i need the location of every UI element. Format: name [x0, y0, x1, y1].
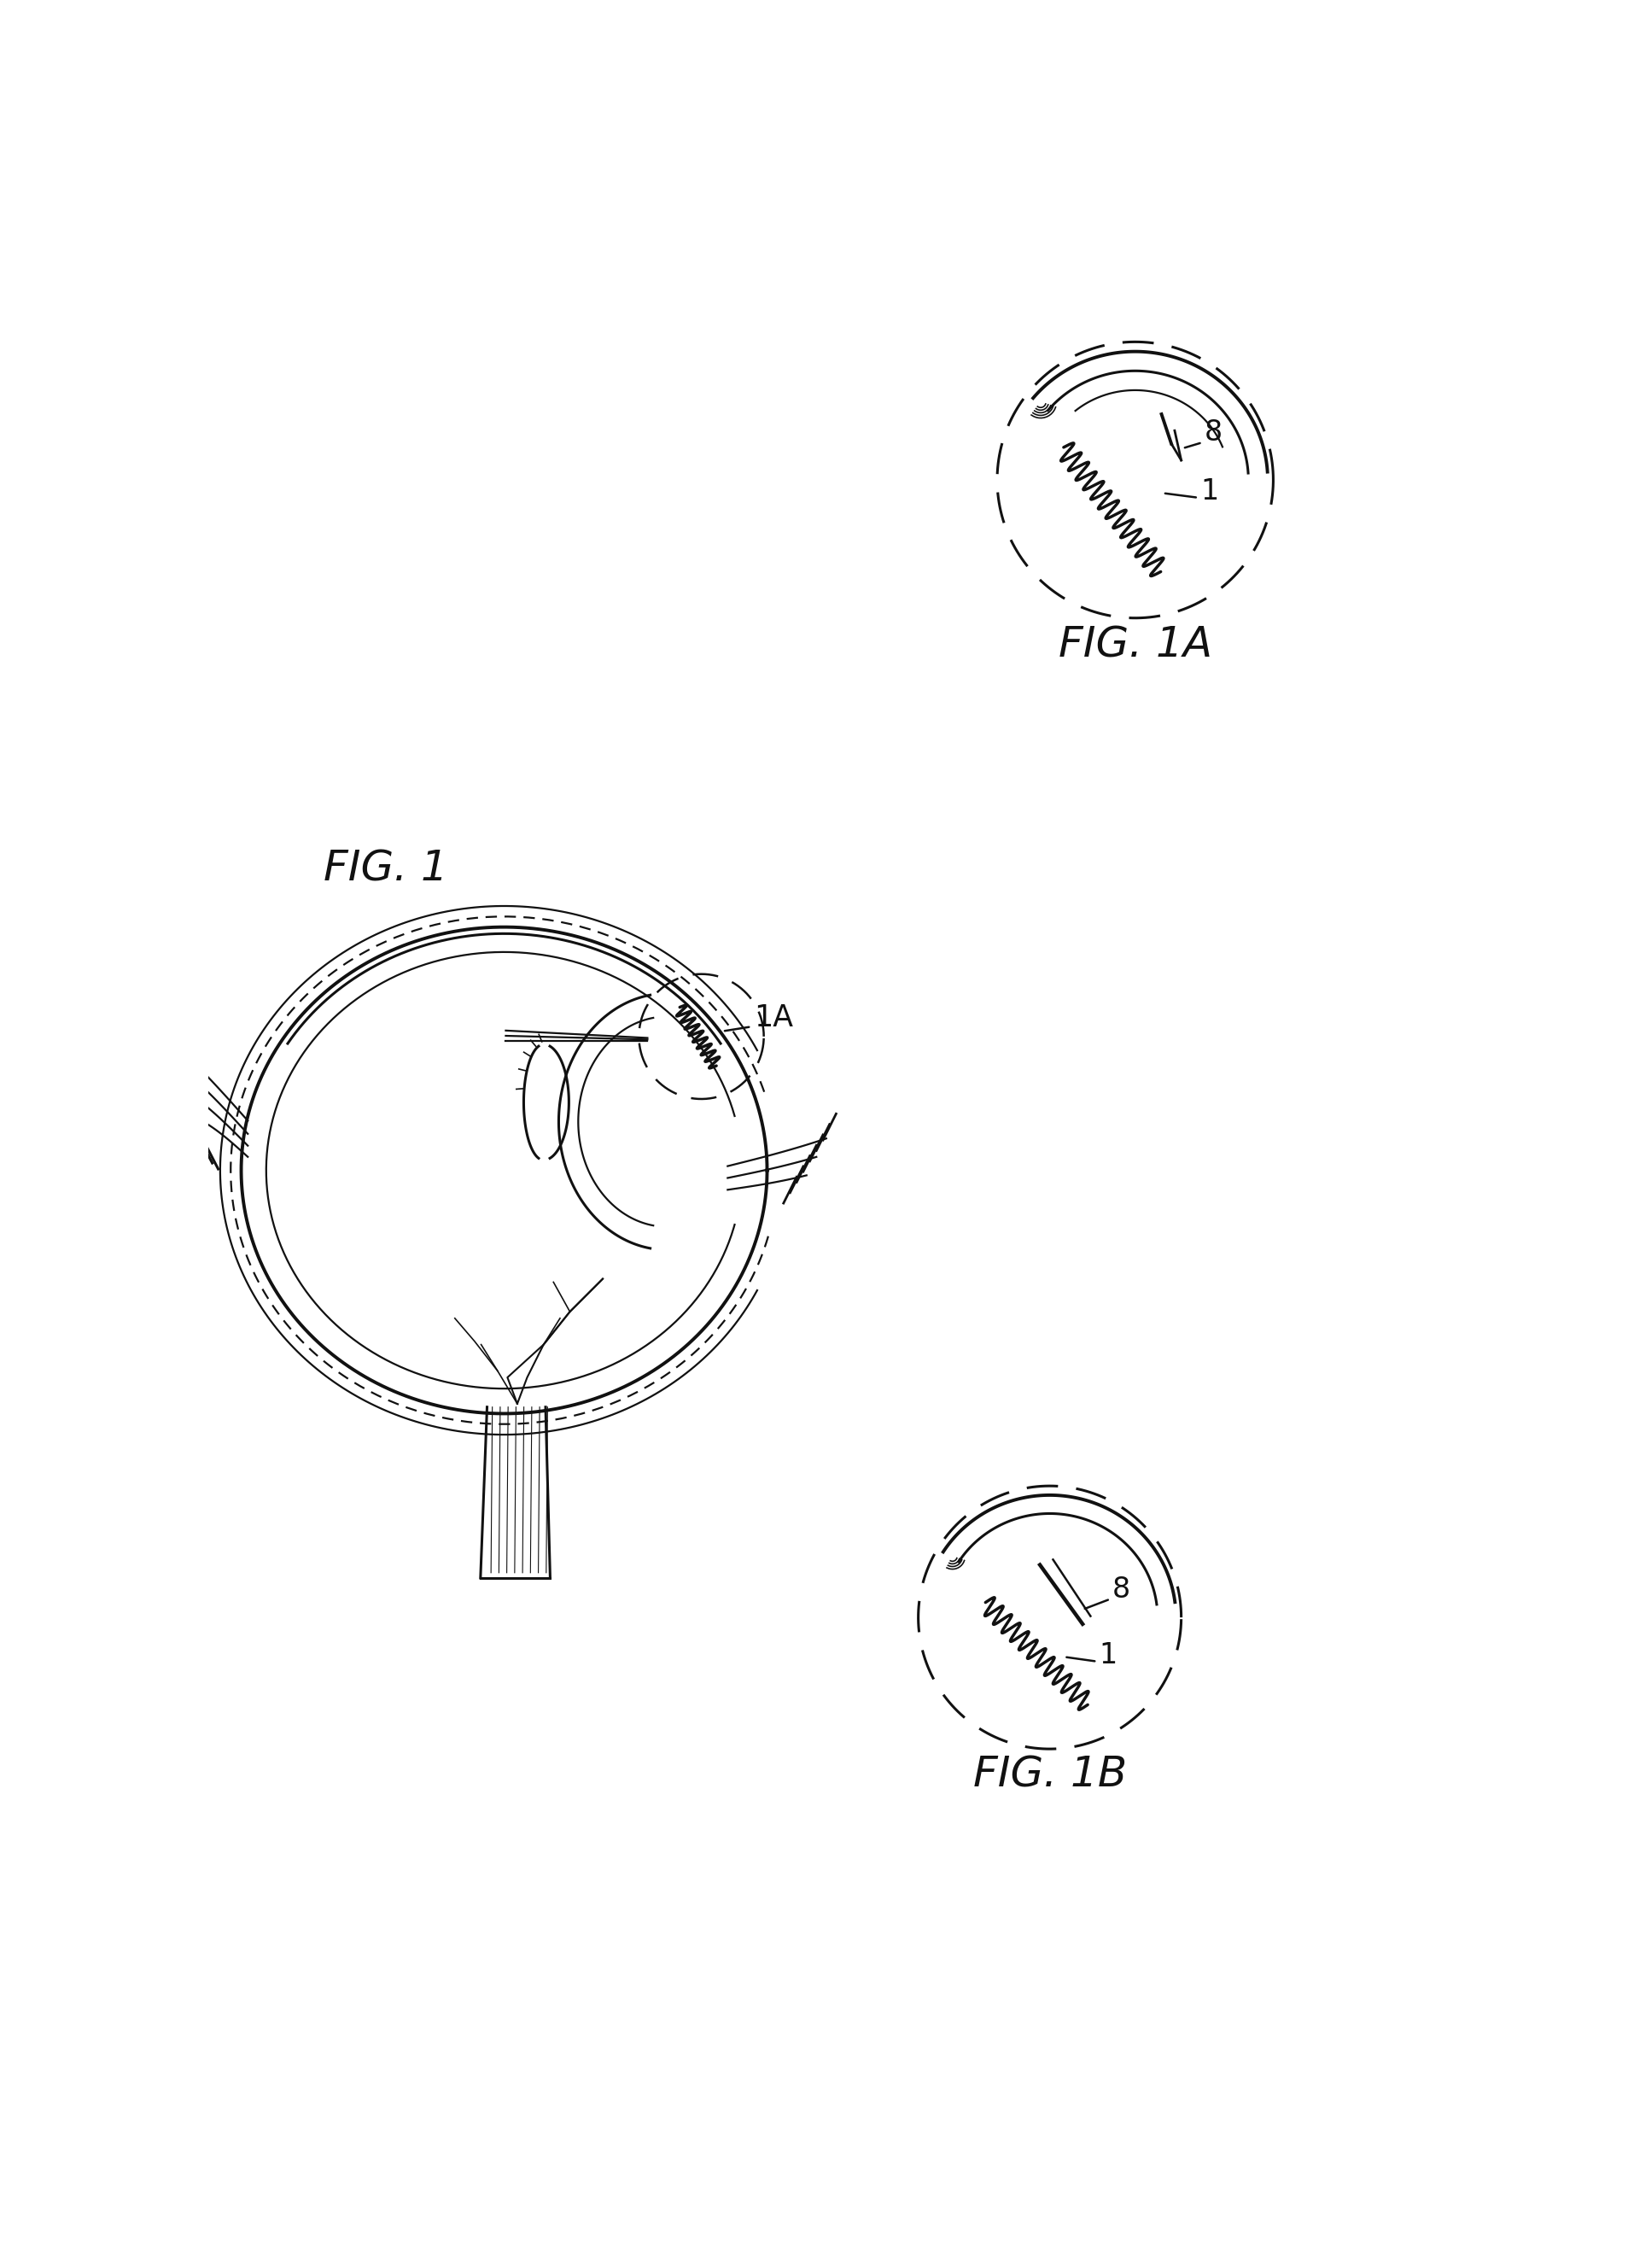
- Text: 1: 1: [1100, 1642, 1118, 1669]
- Text: 8: 8: [1204, 417, 1222, 447]
- Text: 1: 1: [1201, 479, 1219, 506]
- Text: FIG. 1B: FIG. 1B: [972, 1755, 1126, 1796]
- Text: FIG. 1A: FIG. 1A: [1059, 626, 1212, 667]
- Text: 1A: 1A: [753, 1005, 792, 1032]
- Text: 8: 8: [1113, 1576, 1131, 1603]
- Text: FIG. 1: FIG. 1: [324, 848, 448, 889]
